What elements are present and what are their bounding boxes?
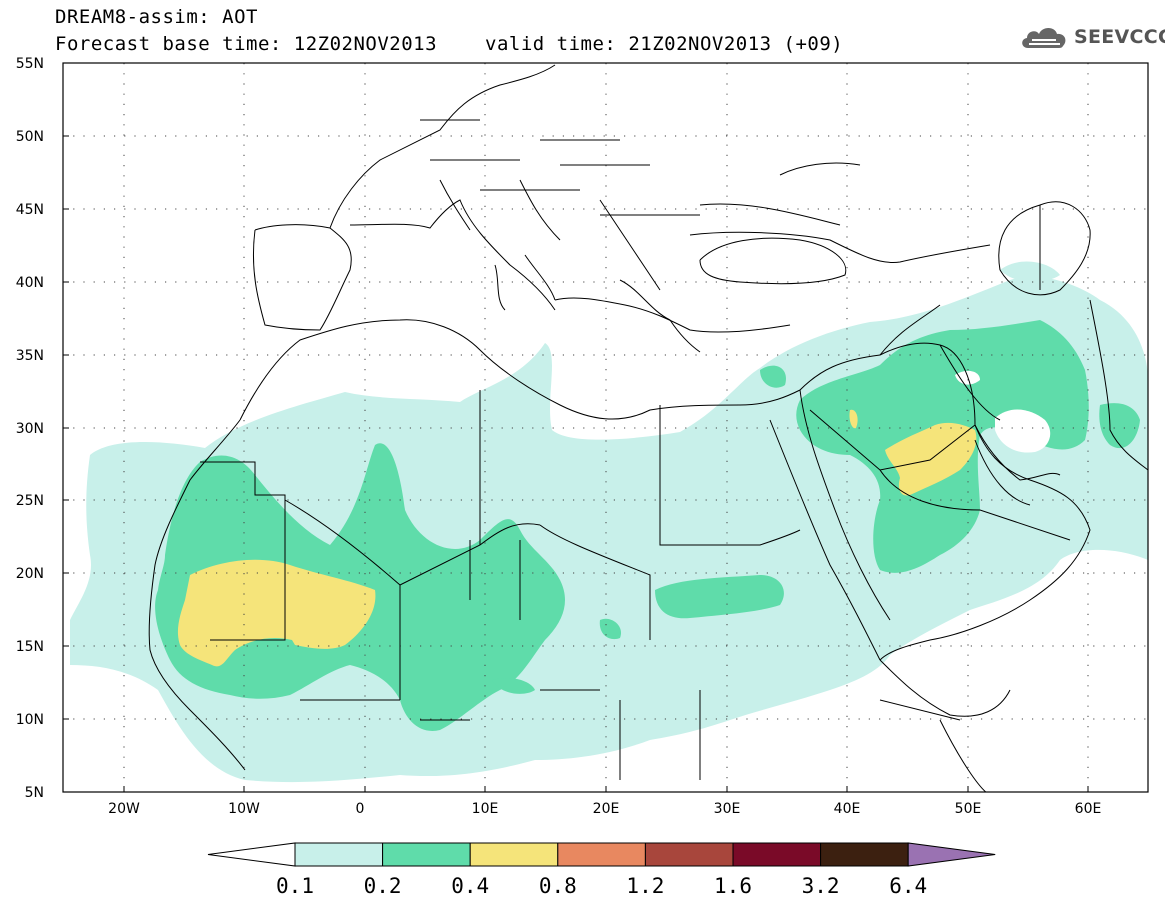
lat-label: 30N [16, 421, 44, 437]
lon-label: 40E [834, 801, 861, 817]
lat-label: 40N [16, 275, 44, 291]
colorbar-arrow-high [907, 842, 996, 867]
axis-ticks [63, 62, 1089, 793]
lon-label: 50E [955, 801, 982, 817]
lat-label: 50N [16, 129, 44, 145]
colorbar: 0.1 0.2 0.4 0.8 1.2 1.6 3.2 6.4 [207, 842, 996, 898]
latitude-labels: 55N 50N 45N 40N 35N 30N 25N 20N 15N 10N … [16, 56, 44, 801]
coastlines-borders [148, 64, 1148, 792]
colorbar-label: 3.2 [802, 874, 840, 898]
valid-time: valid time: 21Z02NOV2013 (+09) [485, 33, 844, 55]
colorbar-label: 1.2 [626, 874, 664, 898]
lat-label: 20N [16, 566, 44, 582]
lat-label: 10N [16, 712, 44, 728]
colorbar-label: 0.1 [276, 874, 314, 898]
lon-label: 60E [1075, 801, 1102, 817]
colorbar-segment [382, 842, 471, 867]
lat-label: 45N [16, 202, 44, 218]
forecast-base-time: Forecast base time: 12Z02NOV2013 [55, 33, 438, 55]
longitude-labels: 20W 10W 0 10E 20E 30E 40E 50E 60E [108, 801, 1101, 817]
lon-label: 20W [108, 801, 140, 817]
colorbar-label: 1.6 [714, 874, 752, 898]
colorbar-label: 0.4 [451, 874, 489, 898]
colorbar-segment [294, 842, 384, 867]
lat-label: 5N [25, 785, 44, 801]
lon-label: 0 [356, 801, 365, 817]
lon-label: 20E [593, 801, 620, 817]
lat-label: 25N [16, 493, 44, 509]
colorbar-label: 6.4 [889, 874, 927, 898]
cloud-icon [1022, 28, 1066, 48]
logo-text: SEEVCCC [1074, 26, 1165, 48]
lat-label: 35N [16, 348, 44, 364]
colorbar-segment [644, 842, 734, 867]
aot-shading [70, 261, 1148, 783]
lat-label: 15N [16, 639, 44, 655]
colorbar-segment [469, 842, 559, 867]
map-subtitle: Forecast base time: 12Z02NOV2013 valid ti… [55, 33, 843, 55]
colorbar-segment [820, 842, 909, 867]
colorbar-segment [732, 842, 822, 867]
colorbar-segment [557, 842, 646, 867]
colorbar-label: 0.2 [364, 874, 402, 898]
lat-label: 55N [16, 56, 44, 72]
lon-label: 10W [228, 801, 260, 817]
lon-label: 10E [472, 801, 499, 817]
colorbar-arrow-low [207, 842, 296, 867]
seevccc-logo: SEEVCCC [1018, 22, 1165, 52]
colorbar-label: 0.8 [539, 874, 577, 898]
lon-label: 30E [714, 801, 741, 817]
map-title: DREAM8-assim: AOT [55, 6, 258, 28]
